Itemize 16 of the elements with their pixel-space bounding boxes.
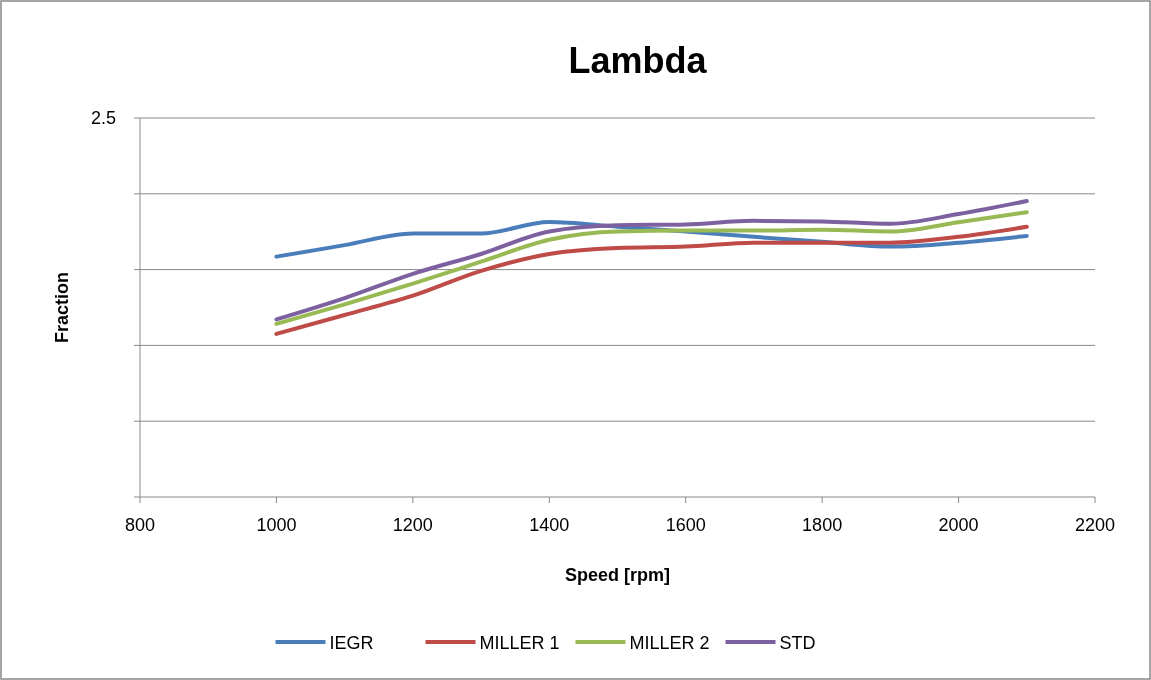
x-tick-label: 800 — [124, 515, 156, 535]
text: 2.5 — [90, 108, 116, 128]
legend-label: MILLER 1 — [479, 633, 560, 653]
chart-title: Lambda — [568, 40, 708, 81]
y-axis-title: Fraction — [52, 271, 72, 344]
legend-label: MILLER 2 — [629, 633, 710, 653]
x-axis-title: Speed [rpm] — [564, 565, 671, 585]
x-tick-label: 1400 — [529, 515, 570, 535]
x-tick-label: 1800 — [802, 515, 843, 535]
legend-label: IEGR — [329, 633, 374, 653]
x-tick-label: 2000 — [938, 515, 979, 535]
x-tick-label: 2200 — [1074, 515, 1116, 535]
legend-label: STD — [779, 633, 816, 653]
x-tick-label: 1000 — [256, 515, 297, 535]
x-tick-label: 1600 — [665, 515, 706, 535]
x-tick-label: 1200 — [392, 515, 433, 535]
